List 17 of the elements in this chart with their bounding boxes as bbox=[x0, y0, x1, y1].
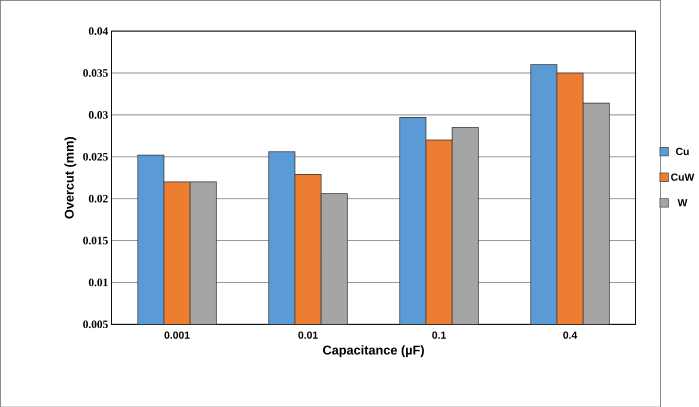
y-axis-title: Overcut (mm) bbox=[64, 136, 76, 218]
x-tick-label: 0.1 bbox=[432, 331, 446, 339]
y-tick-label: 0.025 bbox=[83, 152, 108, 160]
y-tick-label: 0.03 bbox=[88, 110, 108, 119]
x-axis-title: Capacitance (µF) bbox=[323, 345, 424, 357]
legend-label: CuW bbox=[671, 173, 694, 181]
x-tick-label: 0.01 bbox=[298, 331, 318, 339]
y-tick-label: 0.005 bbox=[83, 320, 108, 328]
y-tick-label: 0.015 bbox=[83, 236, 108, 244]
x-tick-label: 0.4 bbox=[563, 331, 578, 339]
y-tick-label: 0.035 bbox=[83, 68, 108, 77]
y-tick-label: 0.01 bbox=[88, 278, 108, 286]
x-tick-label: 0.001 bbox=[164, 331, 190, 339]
y-tick-label: 0.02 bbox=[88, 194, 108, 202]
legend-label: W bbox=[678, 198, 688, 206]
legend-label: Cu bbox=[676, 148, 689, 155]
y-tick-label: 0.04 bbox=[88, 27, 108, 35]
